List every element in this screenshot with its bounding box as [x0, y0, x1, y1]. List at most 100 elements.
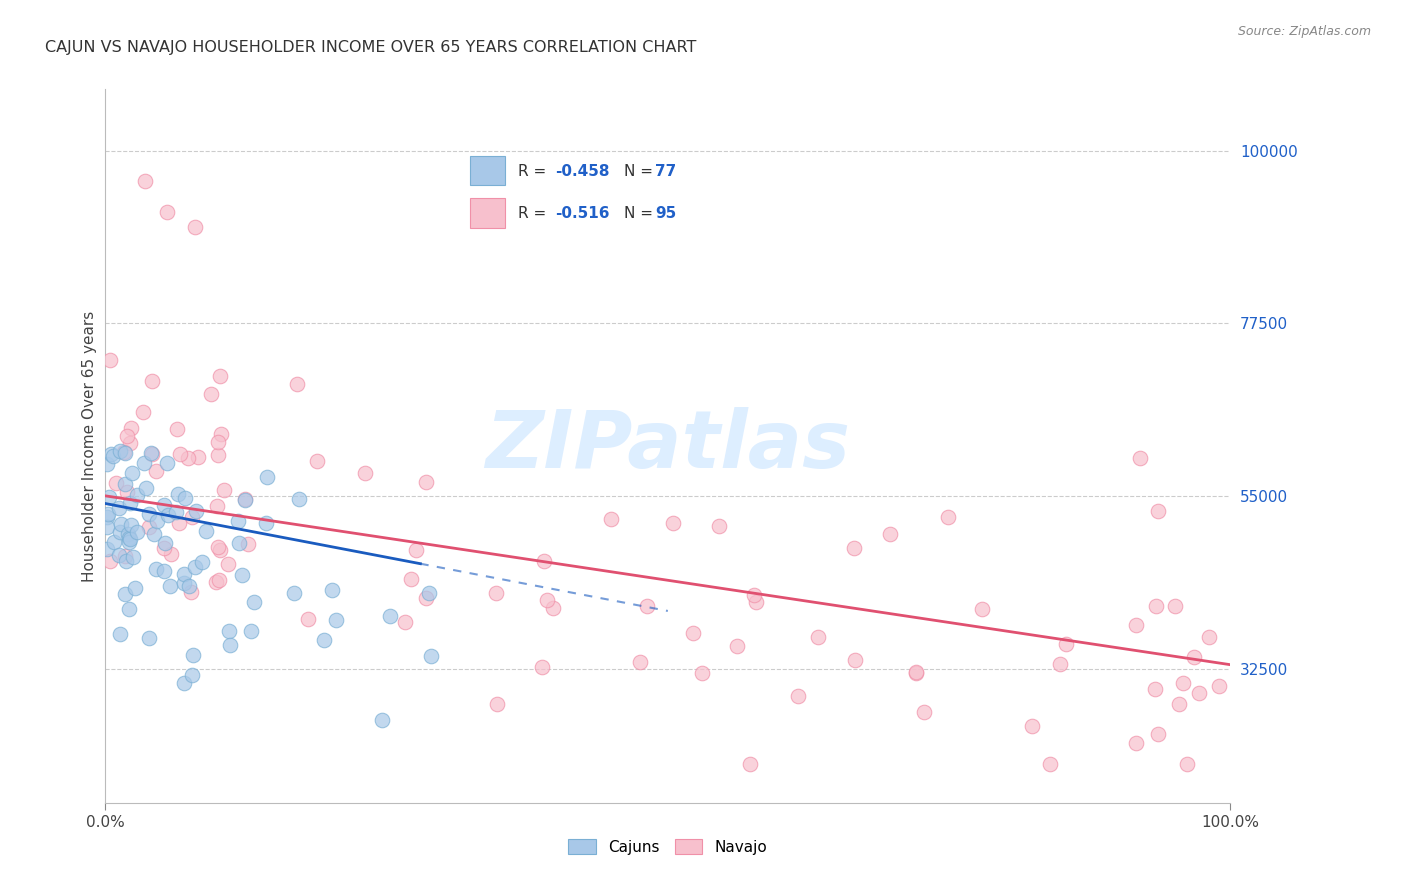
Point [186, 504, 208, 518]
Point [707, 519, 730, 533]
Point [181, 648, 204, 663]
Point [118, 532, 141, 546]
Point [134, 174, 156, 188]
Point [125, 488, 148, 502]
Point [141, 447, 163, 461]
Point [628, 655, 651, 669]
Point [682, 626, 704, 640]
Point [184, 220, 207, 235]
Point [727, 639, 749, 653]
Point [228, 536, 250, 550]
Point [141, 374, 163, 388]
Point [844, 541, 866, 555]
Point [165, 505, 187, 519]
Point [207, 540, 229, 554]
Point [690, 666, 713, 681]
Point [287, 491, 309, 506]
Point [305, 454, 328, 468]
Point [879, 526, 901, 541]
Point [1021, 719, 1043, 733]
Point [100, 446, 122, 460]
Bar [471, 155, 505, 186]
Point [169, 447, 191, 461]
Point [256, 470, 278, 484]
Point [217, 558, 239, 572]
Point [115, 429, 138, 443]
Point [371, 713, 394, 727]
Point [283, 586, 305, 600]
Point [238, 537, 260, 551]
Point [96, 457, 118, 471]
Point [905, 665, 928, 680]
Point [405, 542, 427, 557]
Text: CAJUN VS NAVAJO HOUSEHOLDER INCOME OVER 65 YEARS CORRELATION CHART: CAJUN VS NAVAJO HOUSEHOLDER INCOME OVER … [45, 40, 696, 55]
Point [156, 508, 179, 522]
Point [96, 510, 118, 524]
Point [156, 456, 179, 470]
Point [101, 449, 124, 463]
Point [194, 524, 217, 539]
Point [541, 600, 564, 615]
Point [1163, 599, 1185, 613]
Point [807, 630, 830, 644]
Point [103, 535, 125, 549]
Point [117, 527, 139, 541]
Point [108, 444, 131, 458]
Point [191, 555, 214, 569]
Point [418, 586, 440, 600]
Point [153, 536, 176, 550]
Point [177, 450, 200, 465]
Point [135, 481, 157, 495]
Point [207, 448, 229, 462]
Point [1188, 685, 1211, 699]
Text: N =: N = [624, 164, 658, 178]
Point [399, 573, 422, 587]
Point [108, 501, 131, 516]
Point [208, 369, 231, 384]
Point [243, 595, 266, 609]
Point [207, 574, 229, 588]
Text: R =: R = [517, 164, 551, 178]
Y-axis label: Householder Income Over 65 years: Householder Income Over 65 years [82, 310, 97, 582]
Point [1168, 697, 1191, 711]
Point [1049, 657, 1071, 671]
Point [912, 705, 935, 719]
Text: R =: R = [517, 205, 551, 220]
Point [205, 499, 228, 513]
Point [146, 515, 169, 529]
Point [97, 508, 120, 522]
Point [394, 615, 416, 629]
Point [738, 757, 761, 772]
Point [1143, 681, 1166, 696]
Point [124, 581, 146, 595]
Point [209, 427, 232, 442]
Point [415, 475, 437, 489]
Point [167, 516, 190, 530]
Point [787, 690, 810, 704]
Point [153, 541, 176, 556]
Point [138, 520, 160, 534]
Point [174, 491, 197, 506]
Point [152, 564, 174, 578]
Point [114, 587, 136, 601]
Point [1144, 599, 1167, 613]
Point [970, 601, 993, 615]
Point [138, 508, 160, 522]
Point [1147, 727, 1170, 741]
Point [938, 509, 960, 524]
Text: 77: 77 [655, 164, 676, 178]
Point [233, 493, 256, 508]
Point [132, 405, 155, 419]
Point [218, 638, 240, 652]
Point [321, 582, 343, 597]
Point [142, 527, 165, 541]
Point [118, 531, 141, 545]
Point [183, 560, 205, 574]
Point [485, 697, 508, 711]
Point [160, 547, 183, 561]
Point [254, 516, 277, 531]
Point [1182, 649, 1205, 664]
Point [96, 542, 118, 557]
Point [745, 595, 768, 609]
Point [354, 467, 377, 481]
